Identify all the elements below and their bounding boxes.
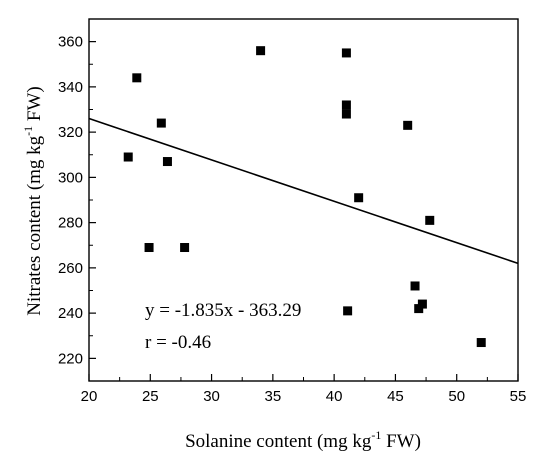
data-point xyxy=(341,48,351,58)
x-tick-label: 25 xyxy=(142,388,159,405)
data-point xyxy=(162,157,172,167)
data-point xyxy=(343,306,353,316)
x-axis-ticks: 20 25 30 35 40 45 50 55 xyxy=(81,374,527,405)
data-point xyxy=(414,304,424,314)
data-point xyxy=(417,299,427,309)
x-tick-label: 20 xyxy=(81,388,98,405)
x-tick-label: 35 xyxy=(265,388,282,405)
data-points xyxy=(123,46,486,348)
y-tick-label: 260 xyxy=(58,260,83,277)
correlation-coefficient: r = -0.46 xyxy=(145,332,211,353)
y-tick-label: 360 xyxy=(58,34,83,51)
trendline xyxy=(88,117,519,265)
data-point xyxy=(132,73,142,83)
regression-equation: y = -1.835x - 363.29 xyxy=(145,300,301,321)
x-tick-label: 55 xyxy=(510,388,527,405)
y-tick-label: 300 xyxy=(58,169,83,186)
data-point xyxy=(180,243,190,253)
y-axis-ticks: 220 240 260 280 300 320 340 360 xyxy=(58,18,96,382)
data-point xyxy=(425,215,435,225)
data-point xyxy=(144,243,154,253)
plot-frame xyxy=(88,18,519,382)
x-tick-label: 50 xyxy=(448,388,465,405)
y-tick-label: 280 xyxy=(58,215,83,232)
data-point xyxy=(476,338,486,348)
data-point xyxy=(403,120,413,130)
x-tick-label: 40 xyxy=(326,388,343,405)
x-tick-label: 45 xyxy=(387,388,404,405)
y-tick-label: 220 xyxy=(58,350,83,367)
y-axis-title: Nitrates content (mg kg-1 FW) xyxy=(21,86,45,316)
data-point xyxy=(341,100,351,110)
x-axis-title: Solanine content (mg kg-1 FW) xyxy=(185,428,421,452)
data-point xyxy=(123,152,133,162)
y-tick-label: 320 xyxy=(58,124,83,141)
y-tick-label: 340 xyxy=(58,79,83,96)
data-point xyxy=(354,193,364,203)
y-tick-label: 240 xyxy=(58,305,83,322)
data-point xyxy=(156,118,166,128)
data-point xyxy=(341,109,351,119)
data-point xyxy=(256,46,266,56)
x-tick-label: 30 xyxy=(203,388,220,405)
data-point xyxy=(410,281,420,291)
